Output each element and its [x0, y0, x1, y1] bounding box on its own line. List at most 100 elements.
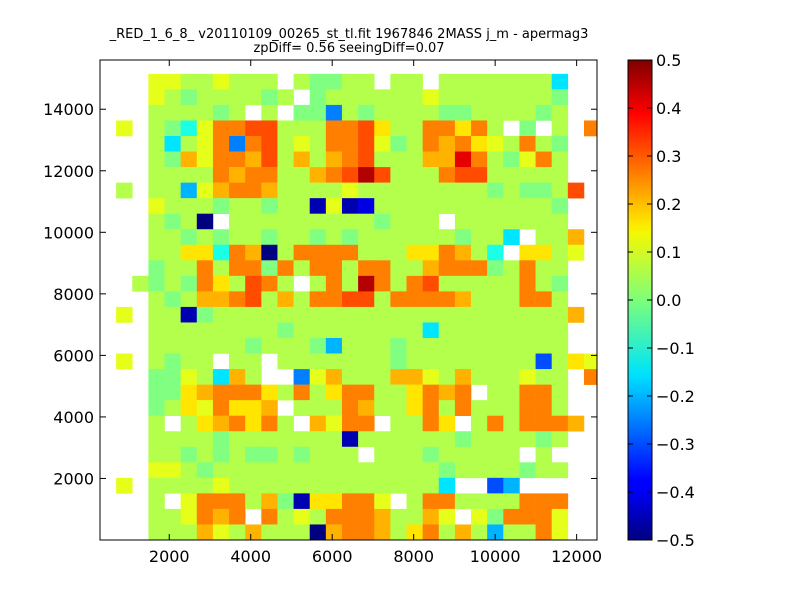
heatmap-cell — [148, 338, 165, 354]
heatmap-cell — [196, 244, 214, 261]
heatmap-cell — [309, 73, 327, 90]
heatmap-cell — [245, 120, 262, 137]
y-tick-label: 8000 — [53, 285, 94, 304]
heatmap-cell — [180, 104, 198, 121]
heatmap-cell — [438, 275, 456, 292]
heatmap-cell — [341, 338, 359, 354]
heatmap-cell — [229, 493, 246, 510]
heatmap-cell — [341, 508, 359, 525]
heatmap-cell — [406, 508, 423, 525]
heatmap-cell — [277, 291, 294, 308]
heatmap-cell — [454, 120, 472, 137]
heatmap-cell — [325, 213, 343, 230]
heatmap-cell — [261, 524, 278, 541]
heatmap-cell — [422, 508, 440, 525]
heatmap-cell — [148, 384, 165, 401]
heatmap-cell — [503, 369, 520, 385]
heatmap-cell — [148, 151, 165, 168]
heatmap-cell — [293, 213, 311, 230]
heatmap-cell — [229, 244, 246, 261]
heatmap-cell — [390, 260, 407, 277]
heatmap-cell — [325, 167, 343, 183]
chart-title-line1: _RED_1_6_8_ v20110109_00265_st_tl.fit 19… — [109, 27, 589, 42]
heatmap-cell — [406, 229, 423, 246]
heatmap-cell — [212, 104, 230, 121]
heatmap-cell — [535, 260, 552, 277]
heatmap-cell — [422, 89, 440, 106]
heatmap-cell — [196, 369, 214, 385]
heatmap-cell — [293, 198, 311, 214]
heatmap-cell — [358, 291, 375, 308]
heatmap-cell — [325, 104, 343, 121]
heatmap-cell — [325, 493, 343, 510]
heatmap-cell — [503, 524, 520, 541]
heatmap-cell — [293, 353, 311, 370]
heatmap-cell — [196, 384, 214, 401]
heatmap-cell — [245, 182, 262, 199]
heatmap-cell — [503, 493, 520, 510]
heatmap-cell — [245, 431, 262, 448]
heatmap-cell — [519, 89, 536, 106]
heatmap-cell — [454, 400, 472, 416]
heatmap-cell — [422, 462, 440, 479]
heatmap-cell — [212, 431, 230, 448]
colorbar-axis: 0.5 0.4 0.3 0.2 0.1 0.0 −0.1 −0.2 −0.3 −0.4 −0.5 — [628, 51, 695, 550]
heatmap-cell — [551, 322, 569, 339]
heatmap-cell — [196, 431, 214, 448]
heatmap-cell — [438, 431, 456, 448]
heatmap-cell — [245, 213, 262, 230]
heatmap-cell — [358, 477, 375, 494]
heatmap-cell — [196, 229, 214, 246]
heatmap-cell — [438, 244, 456, 261]
heatmap-cell — [245, 167, 262, 183]
heatmap-cell — [196, 446, 214, 463]
heatmap-cell — [374, 462, 391, 479]
heatmap-cell — [487, 198, 504, 214]
plot-frame — [99, 59, 598, 541]
heatmap-cell — [277, 167, 294, 183]
heatmap-cell — [374, 338, 391, 354]
heatmap-cell — [341, 477, 359, 494]
heatmap-cell — [229, 431, 246, 448]
x-tick-label: 6000 — [312, 547, 353, 566]
heatmap-cell — [374, 260, 391, 277]
heatmap-cell — [261, 260, 278, 277]
heatmap-cell — [503, 73, 520, 90]
heatmap-cell — [567, 244, 585, 261]
heatmap-cell — [406, 104, 423, 121]
heatmap-cell — [454, 213, 472, 230]
heatmap-cell — [245, 136, 262, 152]
heatmap-cell — [196, 120, 214, 137]
heatmap-cell — [503, 415, 520, 432]
heatmap-cell — [487, 182, 504, 199]
heatmap-cell — [116, 477, 133, 494]
heatmap-cell — [503, 462, 520, 479]
heatmap-cell — [503, 213, 520, 230]
heatmap-cell — [180, 151, 198, 168]
y-tick-label: 2000 — [53, 469, 94, 488]
heatmap-cell — [390, 104, 407, 121]
heatmap-cell — [277, 446, 294, 463]
heatmap-cell — [164, 338, 181, 354]
heatmap-cell — [422, 151, 440, 168]
heatmap-cell — [551, 338, 569, 354]
heatmap-cell — [196, 400, 214, 416]
heatmap-cell — [551, 244, 569, 261]
heatmap-cell — [180, 73, 198, 90]
heatmap-cell — [487, 353, 504, 370]
heatmap-cell — [325, 353, 343, 370]
heatmap-cell — [309, 415, 327, 432]
heatmap-cell — [358, 369, 375, 385]
heatmap-cell — [471, 120, 488, 137]
heatmap-cell — [148, 167, 165, 183]
heatmap-cell — [503, 338, 520, 354]
heatmap-cell — [487, 151, 504, 168]
heatmap-cell — [164, 104, 181, 121]
heatmap-cell — [390, 369, 407, 385]
heatmap-cell — [261, 477, 278, 494]
heatmap-cell — [487, 400, 504, 416]
heatmap-cell — [551, 213, 569, 230]
heatmap-cell — [535, 275, 552, 292]
heatmap-cell — [164, 462, 181, 479]
heatmap-cell — [390, 89, 407, 106]
